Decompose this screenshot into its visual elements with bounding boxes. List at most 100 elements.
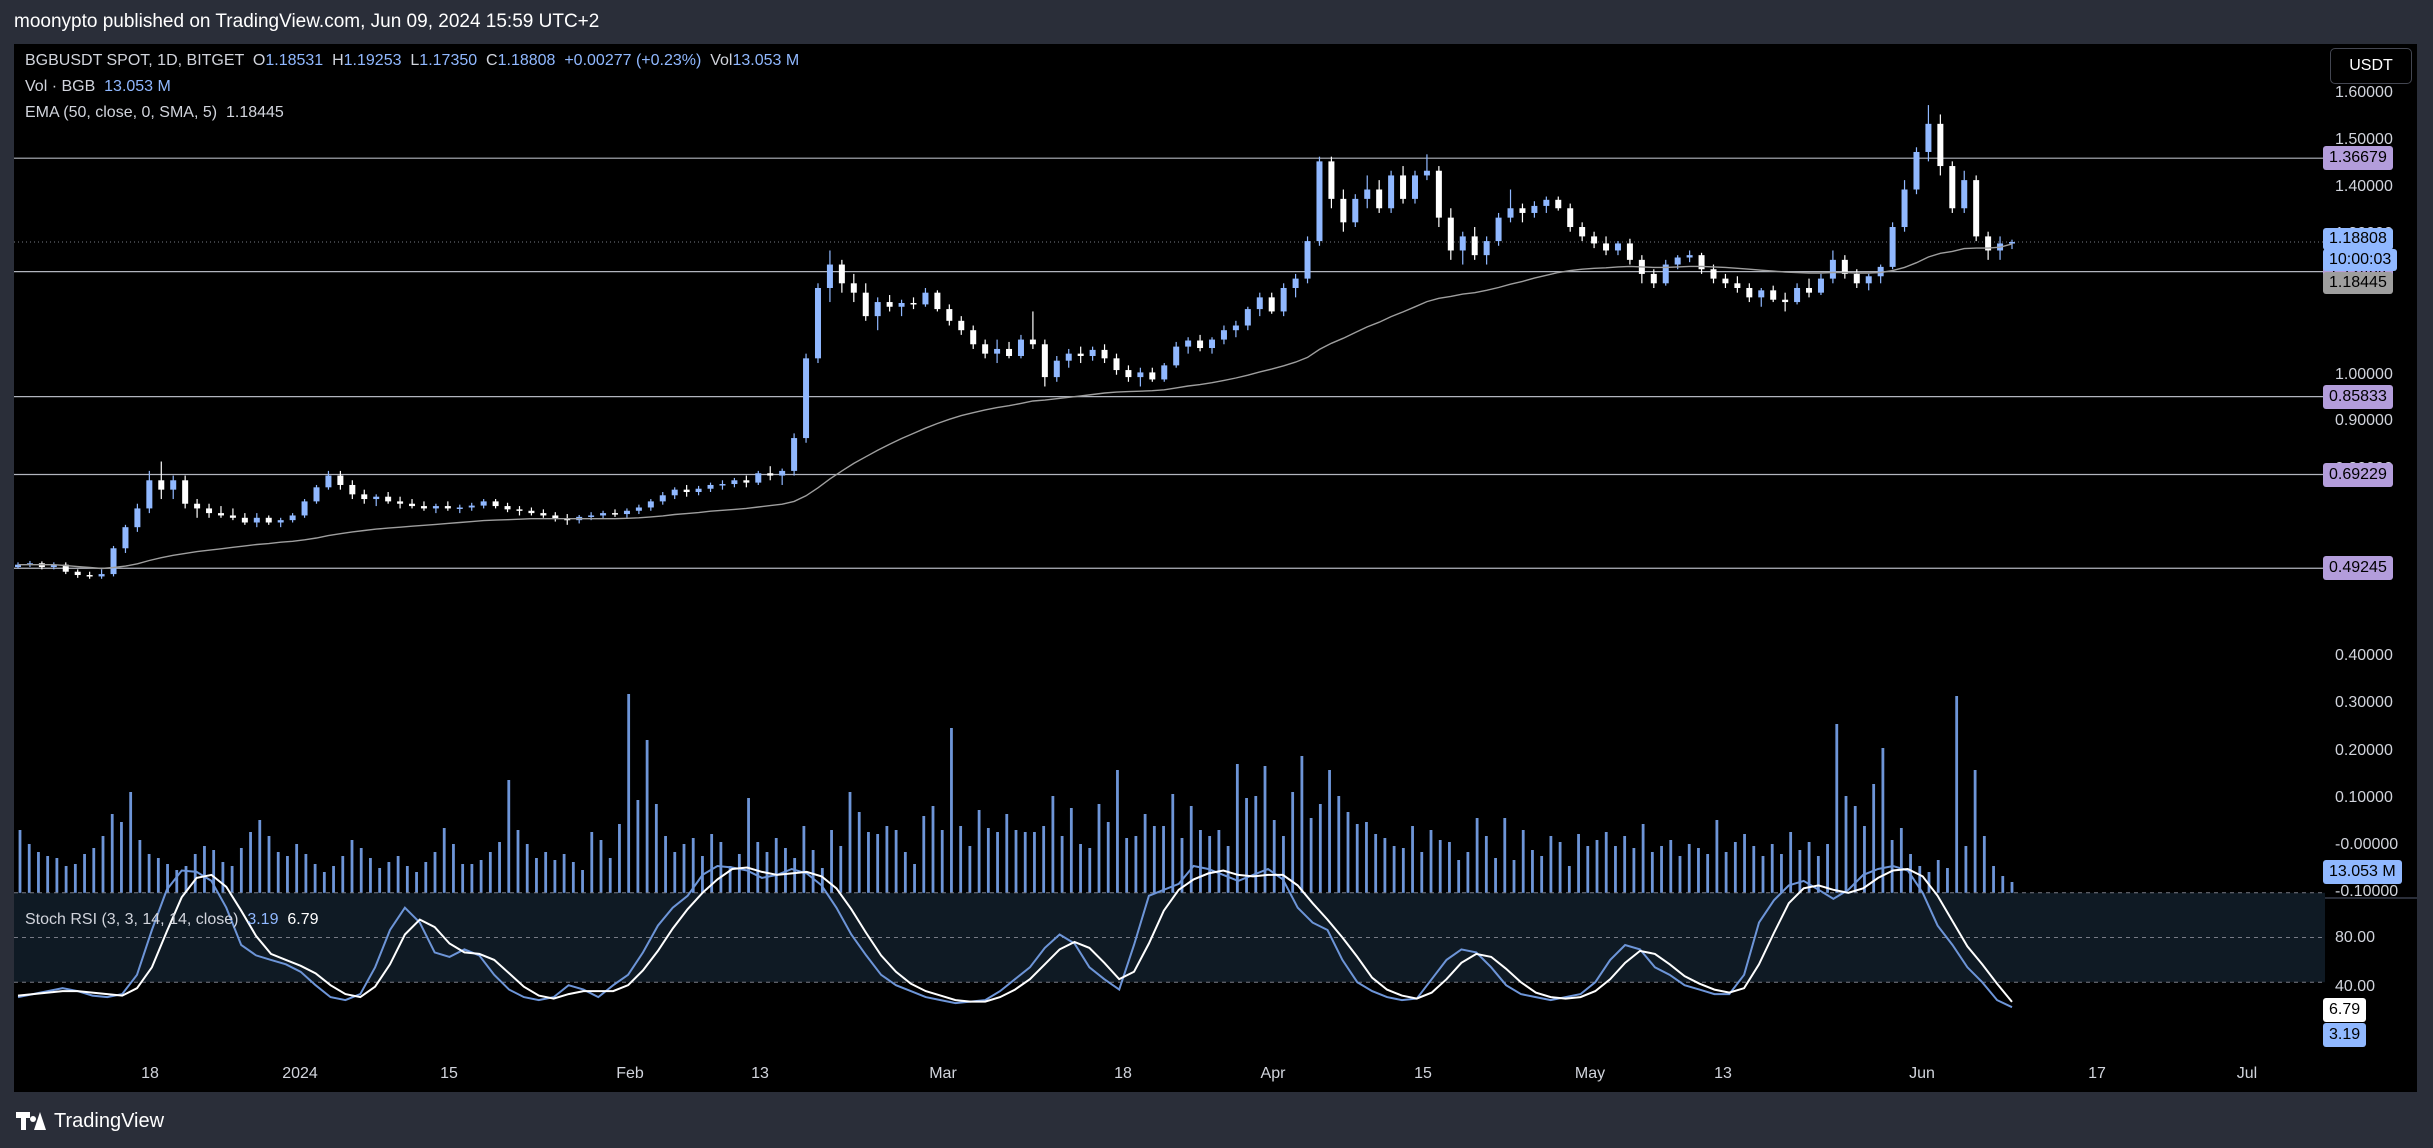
volume-bar (691, 838, 695, 896)
legend-close-label: C (486, 52, 498, 69)
candle (146, 480, 153, 509)
volume-bar (230, 866, 234, 896)
x-tick-label: Jun (1909, 1065, 1935, 1082)
volume-bar (101, 836, 105, 896)
volume-bar (175, 870, 179, 896)
candle (1292, 278, 1299, 288)
volume-bar (73, 864, 77, 896)
volume-bar (1798, 850, 1802, 896)
candle (671, 489, 678, 496)
volume-bar (867, 832, 870, 896)
stoch-tick-label: 80.00 (2335, 929, 2376, 946)
volume-bar (203, 846, 206, 896)
ema-price-tag: 1.18445 (2323, 272, 2393, 295)
volume-bar (1531, 850, 1534, 896)
volume-bar (92, 848, 96, 896)
volume-bar (1042, 826, 1046, 896)
close-price-tag: 1.18808 (2323, 228, 2393, 251)
volume-bar (1475, 818, 1479, 896)
volume-bar (1199, 830, 1202, 896)
candle (1447, 217, 1454, 251)
y-tick-label: 0.40000 (2335, 647, 2393, 664)
candle (194, 503, 201, 509)
footer-bar: TradingView (0, 1092, 2433, 1148)
y-tick-label: 0.30000 (2335, 694, 2393, 711)
candle (1829, 259, 1836, 279)
stoch-k-tag: 3.19 (2323, 1023, 2367, 1047)
candle (516, 509, 523, 511)
x-tick-label: 13 (1714, 1065, 1732, 1082)
volume-bar (1973, 770, 1977, 896)
stoch-d-tag: 6.79 (2323, 998, 2367, 1022)
candle (420, 506, 427, 509)
volume-bar (525, 844, 529, 896)
volume-bar (212, 850, 216, 896)
candle (1435, 170, 1442, 218)
volume-legend-value: 13.053 M (104, 78, 171, 95)
volume-bar (110, 814, 114, 896)
candle (1985, 236, 1992, 251)
candle (229, 515, 236, 518)
candle (1053, 360, 1060, 378)
volume-bar (1005, 814, 1009, 896)
candle (1770, 290, 1777, 300)
volume-bar (959, 826, 963, 896)
volume-bar (1733, 842, 1737, 896)
candle (2009, 242, 2015, 244)
volume-bar (793, 858, 797, 896)
volume-bar (1549, 836, 1553, 896)
x-tick-label: Apr (1260, 1065, 1286, 1082)
candle (1125, 370, 1132, 378)
x-tick-label: 15 (440, 1065, 458, 1082)
volume-bar (193, 854, 197, 896)
volume-bar (138, 840, 142, 896)
candle (1137, 372, 1144, 378)
volume-bar (1936, 860, 1940, 896)
y-tick-label: 0.20000 (2335, 742, 2393, 759)
volume-bar (654, 804, 658, 896)
candle (86, 575, 93, 577)
candle (1782, 299, 1789, 303)
candle (540, 513, 547, 516)
volume-bar (1208, 836, 1212, 896)
candle (1185, 340, 1192, 347)
volume-bar (1355, 824, 1359, 896)
volume-bar (1982, 836, 1986, 896)
volume-bar (1614, 846, 1617, 896)
volume-bar (120, 822, 123, 896)
volume-bar (369, 858, 372, 896)
volume-bar (442, 828, 446, 896)
candle (564, 518, 571, 521)
candle (1698, 255, 1705, 270)
candle (994, 348, 1001, 354)
candle (1567, 208, 1574, 228)
ema-legend-label: EMA (50, close, 0, SMA, 5) (25, 104, 218, 121)
volume-bar (1143, 814, 1147, 896)
volume-bar (903, 852, 907, 896)
stoch-legend: Stoch RSI (3, 3, 14, 14, close) 3.19 6.7… (25, 911, 319, 929)
volume-bar (2010, 882, 2014, 896)
candle (397, 501, 404, 504)
publish-text: moonypto published on TradingView.com, J… (14, 11, 600, 32)
candle (755, 473, 762, 483)
tradingview-logo[interactable]: TradingView (16, 1108, 164, 1134)
volume-bar (1687, 844, 1691, 896)
volume-bar (1826, 844, 1829, 896)
volume-bar (488, 852, 492, 896)
volume-bar (1595, 840, 1599, 896)
candle (1614, 243, 1621, 251)
currency-button[interactable]: USDT (2330, 48, 2412, 84)
candle (1304, 241, 1311, 279)
legend-vol: 13.053 M (732, 52, 800, 69)
candle (695, 488, 702, 493)
volume-bar (571, 862, 575, 896)
volume-bar (1272, 820, 1276, 896)
candle (289, 515, 296, 521)
volume-bar (1365, 822, 1368, 896)
candle (1197, 340, 1204, 349)
volume-bar (1567, 866, 1571, 896)
candle (1555, 199, 1562, 209)
volume-bar (479, 860, 483, 896)
volume-bar (737, 854, 741, 896)
